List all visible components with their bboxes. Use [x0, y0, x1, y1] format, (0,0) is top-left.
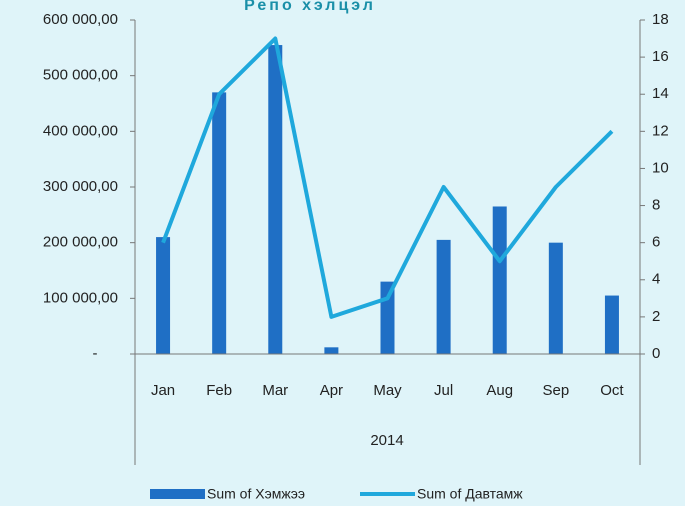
bar [212, 92, 227, 354]
x-tick-label: Jul [434, 382, 453, 399]
y-tick-label: - [93, 345, 98, 362]
y-tick-label: 300 000,00 [43, 178, 118, 195]
y2-tick-label: 10 [652, 159, 669, 176]
group-label: 2014 [370, 432, 403, 449]
bar [436, 239, 451, 354]
x-tick-label: Oct [600, 382, 624, 399]
bar [548, 242, 563, 354]
bar [604, 295, 619, 354]
x-tick-label: May [373, 382, 402, 399]
x-tick-label: Feb [206, 382, 232, 399]
y-tick-label: 200 000,00 [43, 234, 118, 251]
legend-swatch [150, 489, 205, 499]
x-tick-label: Sep [542, 382, 569, 399]
y-tick-label: 100 000,00 [43, 289, 118, 306]
y-tick-label: 600 000,00 [43, 11, 118, 28]
bar [492, 206, 507, 354]
y2-tick-label: 18 [652, 11, 669, 28]
y-tick-label: 500 000,00 [43, 67, 118, 84]
y2-tick-label: 12 [652, 122, 669, 139]
x-tick-label: Mar [262, 382, 288, 399]
y2-tick-label: 0 [652, 345, 660, 362]
bar [156, 237, 171, 354]
chart-title: Репо хэлцэл [244, 0, 376, 14]
bar [268, 45, 283, 355]
x-tick-label: Apr [320, 382, 343, 399]
y2-tick-label: 16 [652, 48, 669, 65]
x-tick-label: Aug [486, 382, 513, 399]
line-series [161, 36, 614, 319]
y2-tick-label: 2 [652, 308, 660, 325]
y2-tick-label: 8 [652, 197, 660, 214]
x-tick-label: Jan [151, 382, 175, 399]
y2-tick-label: 4 [652, 271, 660, 288]
legend-label: Sum of Хэмжээ [207, 486, 305, 502]
y2-tick-label: 6 [652, 234, 660, 251]
y-tick-label: 400 000,00 [43, 122, 118, 139]
legend-label: Sum of Давтамж [417, 486, 523, 502]
bar [324, 347, 339, 354]
y2-tick-label: 14 [652, 85, 669, 102]
